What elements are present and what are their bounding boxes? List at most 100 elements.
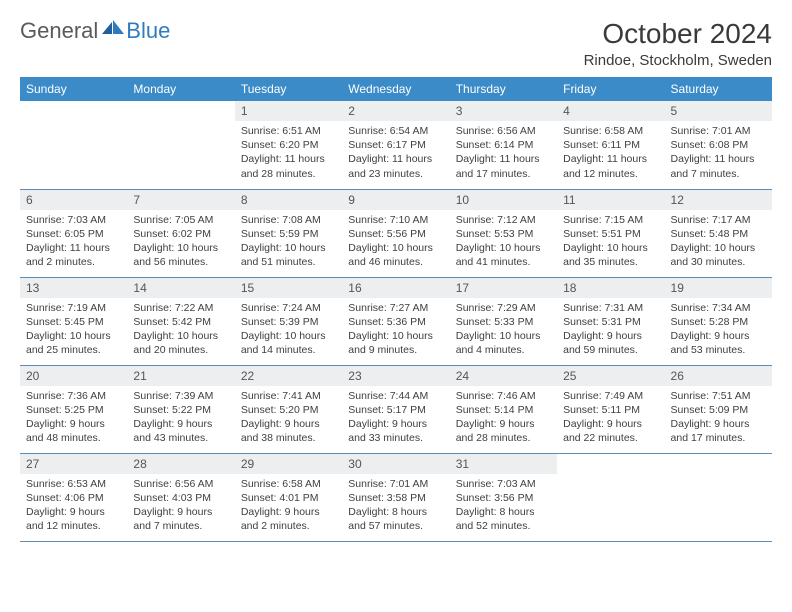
day-details: Sunrise: 7:03 AMSunset: 6:05 PMDaylight:…	[20, 210, 127, 274]
day-number: 16	[342, 278, 449, 298]
calendar-day-cell: 15Sunrise: 7:24 AMSunset: 5:39 PMDayligh…	[235, 277, 342, 365]
day-details: Sunrise: 7:44 AMSunset: 5:17 PMDaylight:…	[342, 386, 449, 450]
day-details: Sunrise: 7:51 AMSunset: 5:09 PMDaylight:…	[665, 386, 772, 450]
day-number: 15	[235, 278, 342, 298]
day-number: 24	[450, 366, 557, 386]
day-details: Sunrise: 7:10 AMSunset: 5:56 PMDaylight:…	[342, 210, 449, 274]
calendar-day-cell: 9Sunrise: 7:10 AMSunset: 5:56 PMDaylight…	[342, 189, 449, 277]
day-number: 17	[450, 278, 557, 298]
calendar-day-cell: 5Sunrise: 7:01 AMSunset: 6:08 PMDaylight…	[665, 101, 772, 189]
day-number: 18	[557, 278, 664, 298]
day-details: Sunrise: 7:24 AMSunset: 5:39 PMDaylight:…	[235, 298, 342, 362]
weekday-header: Wednesday	[342, 77, 449, 101]
day-details: Sunrise: 7:01 AMSunset: 6:08 PMDaylight:…	[665, 121, 772, 185]
day-details: Sunrise: 7:27 AMSunset: 5:36 PMDaylight:…	[342, 298, 449, 362]
calendar-week-row: 6Sunrise: 7:03 AMSunset: 6:05 PMDaylight…	[20, 189, 772, 277]
weekday-header: Thursday	[450, 77, 557, 101]
calendar-table: SundayMondayTuesdayWednesdayThursdayFrid…	[20, 77, 772, 542]
location-text: Rindoe, Stockholm, Sweden	[584, 52, 772, 69]
day-details: Sunrise: 7:31 AMSunset: 5:31 PMDaylight:…	[557, 298, 664, 362]
day-number: 31	[450, 454, 557, 474]
calendar-day-cell: 25Sunrise: 7:49 AMSunset: 5:11 PMDayligh…	[557, 365, 664, 453]
calendar-day-cell: 13Sunrise: 7:19 AMSunset: 5:45 PMDayligh…	[20, 277, 127, 365]
calendar-day-cell: 20Sunrise: 7:36 AMSunset: 5:25 PMDayligh…	[20, 365, 127, 453]
calendar-day-cell	[665, 453, 772, 541]
weekday-header: Monday	[127, 77, 234, 101]
day-number: 30	[342, 454, 449, 474]
day-details: Sunrise: 7:49 AMSunset: 5:11 PMDaylight:…	[557, 386, 664, 450]
calendar-day-cell	[20, 101, 127, 189]
day-number: 1	[235, 101, 342, 121]
day-number: 19	[665, 278, 772, 298]
day-details: Sunrise: 7:15 AMSunset: 5:51 PMDaylight:…	[557, 210, 664, 274]
day-details: Sunrise: 7:03 AMSunset: 3:56 PMDaylight:…	[450, 474, 557, 538]
calendar-day-cell: 30Sunrise: 7:01 AMSunset: 3:58 PMDayligh…	[342, 453, 449, 541]
day-number: 10	[450, 190, 557, 210]
day-details: Sunrise: 7:17 AMSunset: 5:48 PMDaylight:…	[665, 210, 772, 274]
day-number: 25	[557, 366, 664, 386]
day-number: 26	[665, 366, 772, 386]
day-details: Sunrise: 6:58 AMSunset: 6:11 PMDaylight:…	[557, 121, 664, 185]
brand-text-blue: Blue	[126, 18, 170, 44]
day-number: 8	[235, 190, 342, 210]
day-number: 11	[557, 190, 664, 210]
day-number: 7	[127, 190, 234, 210]
weekday-header: Saturday	[665, 77, 772, 101]
day-number: 13	[20, 278, 127, 298]
calendar-day-cell: 18Sunrise: 7:31 AMSunset: 5:31 PMDayligh…	[557, 277, 664, 365]
day-number: 14	[127, 278, 234, 298]
calendar-day-cell: 7Sunrise: 7:05 AMSunset: 6:02 PMDaylight…	[127, 189, 234, 277]
calendar-week-row: 20Sunrise: 7:36 AMSunset: 5:25 PMDayligh…	[20, 365, 772, 453]
calendar-day-cell: 4Sunrise: 6:58 AMSunset: 6:11 PMDaylight…	[557, 101, 664, 189]
header: General Blue October 2024 Rindoe, Stockh…	[20, 18, 772, 69]
calendar-day-cell: 6Sunrise: 7:03 AMSunset: 6:05 PMDaylight…	[20, 189, 127, 277]
calendar-day-cell: 16Sunrise: 7:27 AMSunset: 5:36 PMDayligh…	[342, 277, 449, 365]
calendar-week-row: 13Sunrise: 7:19 AMSunset: 5:45 PMDayligh…	[20, 277, 772, 365]
calendar-day-cell: 2Sunrise: 6:54 AMSunset: 6:17 PMDaylight…	[342, 101, 449, 189]
day-number: 29	[235, 454, 342, 474]
day-details: Sunrise: 7:19 AMSunset: 5:45 PMDaylight:…	[20, 298, 127, 362]
calendar-day-cell: 1Sunrise: 6:51 AMSunset: 6:20 PMDaylight…	[235, 101, 342, 189]
day-details: Sunrise: 7:12 AMSunset: 5:53 PMDaylight:…	[450, 210, 557, 274]
day-number: 2	[342, 101, 449, 121]
calendar-body: 1Sunrise: 6:51 AMSunset: 6:20 PMDaylight…	[20, 101, 772, 541]
calendar-day-cell: 31Sunrise: 7:03 AMSunset: 3:56 PMDayligh…	[450, 453, 557, 541]
day-details: Sunrise: 6:54 AMSunset: 6:17 PMDaylight:…	[342, 121, 449, 185]
calendar-week-row: 1Sunrise: 6:51 AMSunset: 6:20 PMDaylight…	[20, 101, 772, 189]
weekday-header: Tuesday	[235, 77, 342, 101]
calendar-day-cell: 11Sunrise: 7:15 AMSunset: 5:51 PMDayligh…	[557, 189, 664, 277]
brand-flag-icon	[102, 20, 124, 41]
calendar-day-cell: 17Sunrise: 7:29 AMSunset: 5:33 PMDayligh…	[450, 277, 557, 365]
day-details: Sunrise: 6:56 AMSunset: 4:03 PMDaylight:…	[127, 474, 234, 538]
calendar-day-cell: 10Sunrise: 7:12 AMSunset: 5:53 PMDayligh…	[450, 189, 557, 277]
day-details: Sunrise: 6:56 AMSunset: 6:14 PMDaylight:…	[450, 121, 557, 185]
day-details: Sunrise: 6:53 AMSunset: 4:06 PMDaylight:…	[20, 474, 127, 538]
day-number: 6	[20, 190, 127, 210]
calendar-day-cell: 19Sunrise: 7:34 AMSunset: 5:28 PMDayligh…	[665, 277, 772, 365]
weekday-header: Friday	[557, 77, 664, 101]
day-details: Sunrise: 7:36 AMSunset: 5:25 PMDaylight:…	[20, 386, 127, 450]
day-details: Sunrise: 7:05 AMSunset: 6:02 PMDaylight:…	[127, 210, 234, 274]
calendar-day-cell: 26Sunrise: 7:51 AMSunset: 5:09 PMDayligh…	[665, 365, 772, 453]
day-number: 28	[127, 454, 234, 474]
day-number: 3	[450, 101, 557, 121]
day-details: Sunrise: 7:41 AMSunset: 5:20 PMDaylight:…	[235, 386, 342, 450]
day-number: 9	[342, 190, 449, 210]
day-number: 21	[127, 366, 234, 386]
day-details: Sunrise: 7:39 AMSunset: 5:22 PMDaylight:…	[127, 386, 234, 450]
day-number: 22	[235, 366, 342, 386]
calendar-day-cell: 23Sunrise: 7:44 AMSunset: 5:17 PMDayligh…	[342, 365, 449, 453]
calendar-day-cell	[557, 453, 664, 541]
calendar-day-cell: 24Sunrise: 7:46 AMSunset: 5:14 PMDayligh…	[450, 365, 557, 453]
calendar-day-cell: 28Sunrise: 6:56 AMSunset: 4:03 PMDayligh…	[127, 453, 234, 541]
day-details: Sunrise: 6:58 AMSunset: 4:01 PMDaylight:…	[235, 474, 342, 538]
calendar-day-cell: 29Sunrise: 6:58 AMSunset: 4:01 PMDayligh…	[235, 453, 342, 541]
month-title: October 2024	[584, 18, 772, 50]
calendar-day-cell	[127, 101, 234, 189]
calendar-day-cell: 27Sunrise: 6:53 AMSunset: 4:06 PMDayligh…	[20, 453, 127, 541]
brand-logo: General Blue	[20, 18, 170, 44]
day-number: 5	[665, 101, 772, 121]
day-number: 20	[20, 366, 127, 386]
weekday-header-row: SundayMondayTuesdayWednesdayThursdayFrid…	[20, 77, 772, 101]
day-details: Sunrise: 7:22 AMSunset: 5:42 PMDaylight:…	[127, 298, 234, 362]
